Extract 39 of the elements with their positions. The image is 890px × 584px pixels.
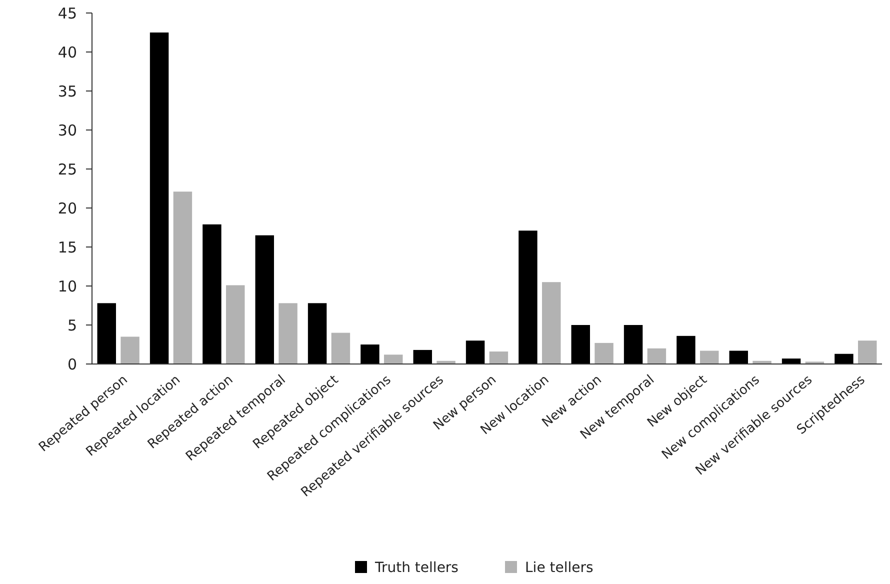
y-tick-label: 25 xyxy=(58,160,77,178)
legend-label: Lie tellers xyxy=(525,560,594,576)
bar xyxy=(226,285,245,364)
bar xyxy=(594,342,614,364)
bar xyxy=(834,354,854,364)
bar xyxy=(202,224,222,364)
y-tick-label: 40 xyxy=(58,43,77,62)
bar xyxy=(624,325,643,364)
bar xyxy=(150,32,169,364)
y-tick-label: 20 xyxy=(58,199,77,218)
bar xyxy=(97,303,116,364)
bar xyxy=(308,303,327,364)
y-tick-label: 5 xyxy=(67,316,77,334)
bar xyxy=(360,344,380,364)
bar xyxy=(466,340,485,364)
y-tick-label: 10 xyxy=(58,277,77,296)
bar xyxy=(278,303,298,364)
bar xyxy=(782,358,801,364)
bar xyxy=(120,336,140,364)
bar xyxy=(413,350,432,364)
y-tick-label: 0 xyxy=(67,355,77,374)
legend-label: Truth tellers xyxy=(374,560,458,576)
bar xyxy=(676,336,696,364)
bar xyxy=(647,348,666,364)
bar xyxy=(384,354,403,364)
bar xyxy=(542,282,561,364)
y-tick-label: 45 xyxy=(58,4,77,22)
bar xyxy=(331,332,350,364)
bar xyxy=(571,325,590,364)
bar xyxy=(700,350,719,364)
y-tick-label: 30 xyxy=(58,121,77,140)
bar xyxy=(729,350,748,364)
bar xyxy=(173,192,192,364)
bar xyxy=(489,352,508,364)
bar xyxy=(518,230,538,364)
y-tick-label: 35 xyxy=(58,82,77,100)
bar xyxy=(255,235,274,364)
y-tick-label: 15 xyxy=(58,238,77,256)
bar xyxy=(858,340,877,364)
